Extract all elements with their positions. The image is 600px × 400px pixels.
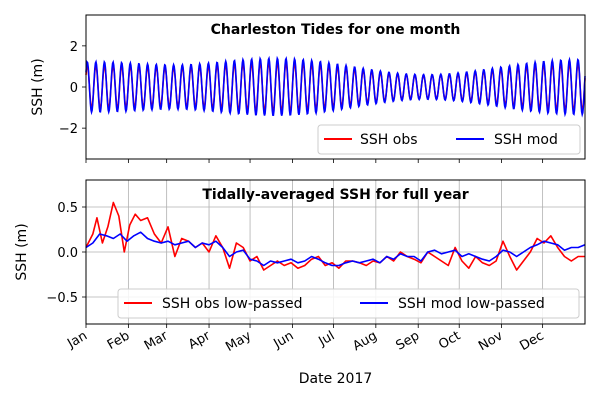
lowpass-y-tick-label: 0.5 [57, 201, 78, 216]
tides-legend: SSH obs SSH mod [317, 124, 581, 155]
lowpass-legend-label-obs: SSH obs low-passed [162, 296, 302, 312]
lowpass-x-tick-label: Apr [186, 328, 214, 353]
lowpass-x-tick-label: May [223, 328, 254, 355]
tides-x-ticks [85, 159, 544, 163]
lowpass-legend-label-mod: SSH mod low-passed [398, 296, 545, 312]
lowpass-x-tick-label: Jun [270, 328, 296, 352]
lowpass-x-axis-label: Date 2017 [299, 371, 373, 387]
lowpass-y-tick-label: −0.5 [46, 291, 78, 306]
tides-legend-label-mod: SSH mod [494, 132, 558, 148]
lowpass-panel: 0.5 0.0 −0.5 Jan Feb Mar Apr May Jun Jul Aug Sep Oc… [14, 179, 586, 387]
lowpass-legend: SSH obs low-passed SSH mod low-passed [117, 288, 580, 319]
lowpass-x-tick-label: Dec [517, 328, 546, 354]
lowpass-line-obs [85, 201, 585, 271]
lowpass-legend-box [117, 288, 580, 319]
lowpass-y-axis-label: SSH (m) [14, 223, 30, 280]
tides-panel: 2 0 −2 Charleston Tides for one month SSH … [30, 14, 586, 163]
lowpass-x-tick-label: Jul [315, 328, 337, 349]
tides-line-mod [85, 55, 586, 118]
lowpass-y-tick-label: 0.0 [57, 246, 78, 261]
lowpass-series [85, 201, 586, 271]
lowpass-x-tick-label: Nov [476, 328, 506, 354]
lowpass-x-ticks: Jan Feb Mar Apr May Jun Jul Aug Sep Oct Nov Dec [64, 324, 547, 355]
lowpass-x-tick-label: Oct [436, 328, 463, 352]
lowpass-x-tick-label: Jan [64, 328, 90, 352]
tides-y-axis-label: SSH (m) [30, 58, 46, 115]
tides-y-ticks: 2 0 −2 [59, 40, 86, 137]
tides-title: Charleston Tides for one month [211, 22, 461, 38]
lowpass-x-tick-label: Sep [393, 328, 422, 353]
tides-y-tick-label: −2 [59, 122, 78, 137]
tides-legend-label-obs: SSH obs [360, 132, 418, 148]
tides-y-tick-label: 0 [70, 81, 78, 96]
tides-legend-box [317, 124, 581, 155]
lowpass-title: Tidally-averaged SSH for full year [202, 187, 468, 203]
lowpass-x-tick-label: Mar [142, 328, 171, 354]
lowpass-x-tick-label: Feb [105, 328, 132, 353]
tides-series [85, 55, 586, 118]
lowpass-y-ticks: 0.5 0.0 −0.5 [46, 201, 86, 306]
tides-y-tick-label: 2 [70, 40, 78, 55]
lowpass-x-tick-label: Aug [350, 328, 379, 354]
lowpass-line-mod [85, 231, 586, 267]
